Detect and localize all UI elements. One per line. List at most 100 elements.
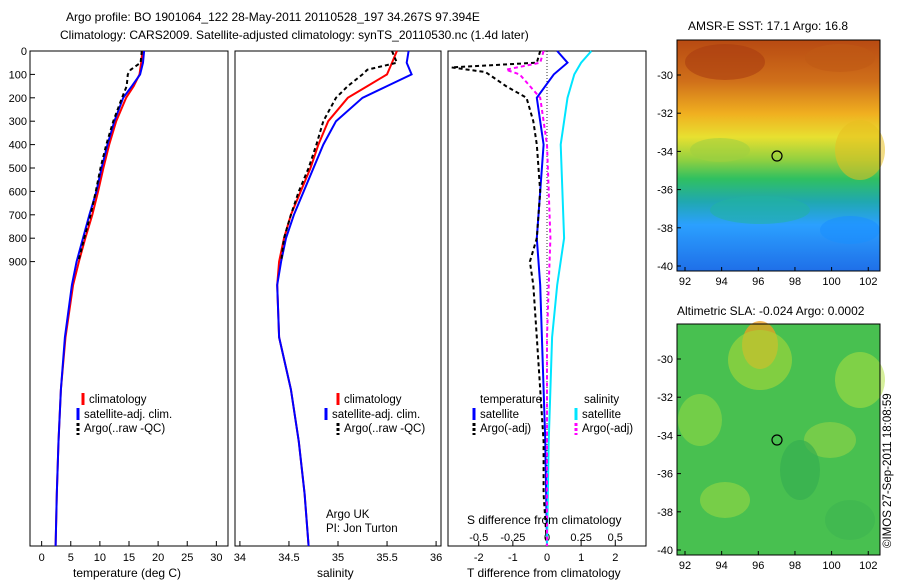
credit-argo-uk: Argo UK <box>326 509 370 521</box>
depth-tick-label: 700 <box>9 210 27 222</box>
sla-map-texture <box>678 321 885 540</box>
series-line-satellite-adj-clim- <box>276 50 413 547</box>
imos-timestamp: ©IMOS 27-Sep-2011 18:08:59 <box>882 393 894 548</box>
map-y-tick-label: -36 <box>657 469 673 481</box>
top-x-tick-label: -0.5 <box>469 532 488 544</box>
temperature-x-ticks: 0 5 10 15 20 25 30 <box>39 541 222 564</box>
difference-x-ticks: -2 -1 0 1 2-0.5 -0.25 0 0.25 0.5 <box>469 51 623 564</box>
series-line-temperature-satellite <box>535 50 569 547</box>
map-y-tick-label: -30 <box>657 70 673 82</box>
figure-title-line1: Argo profile: BO 1901064_122 28-May-2011… <box>66 10 480 24</box>
x-tick-label: 36 <box>430 552 442 564</box>
x-tick-label: -1 <box>508 552 518 564</box>
x-tick-label: 30 <box>210 552 222 564</box>
depth-tick-label: 100 <box>9 69 27 81</box>
legend-label-climatology: climatology <box>89 394 147 406</box>
map-x-tick-label: 100 <box>822 560 840 572</box>
map-y-tick-label: -32 <box>657 392 673 404</box>
sla-map-title: Altimetric SLA: -0.024 Argo: 0.0002 <box>677 304 865 318</box>
series-line-salinity-argo-adj- <box>502 50 552 546</box>
x-tick-label: 34.5 <box>278 552 299 564</box>
depth-tick-label: 300 <box>9 116 27 128</box>
sst-map-panel: AMSR-E SST: 17.1 Argo: 16.8 92 94 96 98 100 1… <box>657 19 885 288</box>
sst-argo-marker <box>771 150 783 162</box>
x-tick-label: 5 <box>68 552 74 564</box>
top-x-tick-label: 0.25 <box>570 532 591 544</box>
legend-label-temp-argo: Argo(-adj) <box>480 423 531 435</box>
depth-tick-label: 0 <box>21 46 27 58</box>
figure-title-line2: Climatology: CARS2009. Satellite-adjuste… <box>60 28 529 42</box>
salinity-panel: 34 34.5 35 35.5 36 salinity climatology sate… <box>234 50 442 580</box>
sla-map-frame <box>676 323 881 556</box>
depth-tick-label: 500 <box>9 163 27 175</box>
legend-heading-salinity: salinity <box>584 394 619 406</box>
map-y-tick-label: -38 <box>657 223 673 235</box>
top-x-tick-label: 0.5 <box>608 532 623 544</box>
series-line-salinity-satellite <box>546 50 593 547</box>
legend-label-argo: Argo(..raw -QC) <box>344 423 425 435</box>
x-tick-label: 20 <box>152 552 164 564</box>
temperature-legend: climatology satellite-adj. clim. Argo(..… <box>76 393 172 435</box>
legend-label-temp-satellite: satellite <box>480 409 519 421</box>
depth-tick-label: 600 <box>9 186 27 198</box>
series-line-argo-raw-qc- <box>280 50 399 262</box>
map-x-tick-label: 96 <box>752 276 764 288</box>
x-tick-label: 10 <box>94 552 106 564</box>
temperature-axes-frame <box>29 50 229 547</box>
depth-tick-label: 900 <box>9 257 27 269</box>
legend-label-sal-argo: Argo(-adj) <box>582 423 633 435</box>
map-x-tick-label: 102 <box>859 276 877 288</box>
temperature-series-lines <box>54 50 146 547</box>
series-line-climatology <box>54 50 144 547</box>
sla-argo-marker <box>771 434 783 446</box>
map-y-tick-label: -36 <box>657 185 673 197</box>
salinity-axes-frame <box>234 50 442 547</box>
series-line-temperature-argo-adj- <box>451 50 548 547</box>
salinity-legend: climatology satellite-adj. clim. Argo(..… <box>324 393 425 435</box>
map-x-tick-label: 100 <box>822 276 840 288</box>
salinity-series-lines <box>276 50 413 547</box>
sla-map-ticks: 92 94 96 98 100 102 -30 -32 -34 -36 -38 -40 <box>657 354 877 572</box>
map-x-tick-label: 96 <box>752 560 764 572</box>
depth-tick-label: 400 <box>9 140 27 152</box>
legend-label-satellite-adj: satellite-adj. clim. <box>332 409 420 421</box>
sst-map-title: AMSR-E SST: 17.1 Argo: 16.8 <box>688 19 848 33</box>
map-x-tick-label: 94 <box>716 276 728 288</box>
top-x-tick-label: -0.25 <box>500 532 525 544</box>
legend-label-sal-satellite: satellite <box>582 409 621 421</box>
series-line-climatology <box>276 50 398 547</box>
depth-tick-label: 800 <box>9 233 27 245</box>
x-tick-label: 15 <box>123 552 135 564</box>
sst-map-texture <box>685 44 885 244</box>
map-y-tick-label: -34 <box>657 146 673 158</box>
series-line-satellite-adj-clim- <box>54 50 146 547</box>
difference-legend: temperature salinity satellite satellite… <box>472 394 633 435</box>
map-x-tick-label: 98 <box>789 276 801 288</box>
map-y-tick-label: -32 <box>657 108 673 120</box>
x-tick-label: 2 <box>612 552 618 564</box>
x-tick-label: 35.5 <box>376 552 397 564</box>
sst-map-frame <box>676 39 881 272</box>
map-y-tick-label: -34 <box>657 430 673 442</box>
difference-panel: -2 -1 0 1 2-0.5 -0.25 0 0.25 0.5 S difference fr… <box>447 50 647 580</box>
salinity-xlabel: salinity <box>317 566 354 580</box>
depth-y-ticks: 0 100 200 300 400 500 600 700 800 900 <box>9 46 35 269</box>
legend-label-satellite-adj: satellite-adj. clim. <box>84 409 172 421</box>
map-x-tick-label: 94 <box>716 560 728 572</box>
map-y-tick-label: -40 <box>657 545 673 557</box>
map-y-tick-label: -30 <box>657 354 673 366</box>
difference-xlabel: T difference from climatology <box>467 566 621 580</box>
difference-top-xlabel: S difference from climatology <box>467 513 622 527</box>
x-tick-label: 0 <box>39 552 45 564</box>
x-tick-label: -2 <box>474 552 484 564</box>
map-y-tick-label: -40 <box>657 261 673 273</box>
sla-map-panel: Altimetric SLA: -0.024 Argo: 0.0002 92 94… <box>657 304 885 572</box>
series-line-argo-raw-qc- <box>77 50 143 262</box>
sst-map-ticks: 92 94 96 98 100 102 -30 -32 -34 -36 -38 -40 <box>657 70 877 288</box>
map-x-tick-label: 92 <box>679 560 691 572</box>
legend-label-argo: Argo(..raw -QC) <box>84 423 165 435</box>
x-tick-label: 34 <box>234 552 246 564</box>
x-tick-label: 25 <box>181 552 193 564</box>
map-x-tick-label: 92 <box>679 276 691 288</box>
